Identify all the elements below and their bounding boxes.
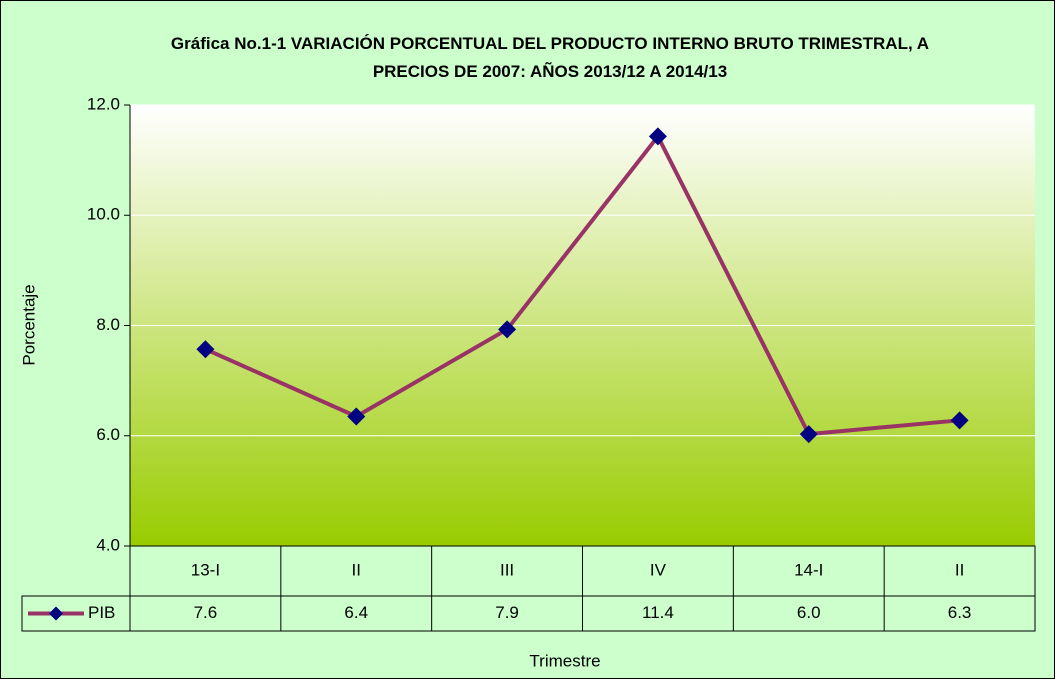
legend-label: PIB [88,603,115,622]
legend-marker [49,606,63,621]
data-table-value: 6.4 [344,603,368,622]
y-tick-label: 10.0 [87,205,120,224]
line [204,132,960,437]
y-tick-label: 6.0 [96,425,120,444]
y-tick-label: 12.0 [87,94,120,113]
x-axis-label: Trimestre [529,651,600,670]
data-table-value: 7.9 [495,603,519,622]
y-tick-label: 8.0 [96,315,120,334]
marker [498,320,517,339]
marker [347,407,366,426]
x-tick-label: II [955,560,964,579]
marker [196,340,215,359]
x-tick-label: IV [650,560,667,579]
x-tick-label: 13-I [191,560,220,579]
marker [648,127,667,146]
marker [799,425,818,444]
data-table-legend-cell [21,595,131,632]
y-tick-label: 4.0 [96,535,120,554]
y-axis-label: Porcentaje [19,284,38,365]
x-tick-label: III [500,560,514,579]
marker [950,411,969,430]
data-table-value: 7.6 [194,603,218,622]
data-table-value: 11.4 [642,603,674,622]
x-tick-label: II [352,560,361,579]
data-table-value: 6.0 [797,603,821,622]
data-table-value: 6.3 [948,603,972,622]
x-tick-label: 14-I [794,560,823,579]
chart-title: Gráfica No.1-1 VARIACIÓN PORCENTUAL DEL … [170,34,930,81]
